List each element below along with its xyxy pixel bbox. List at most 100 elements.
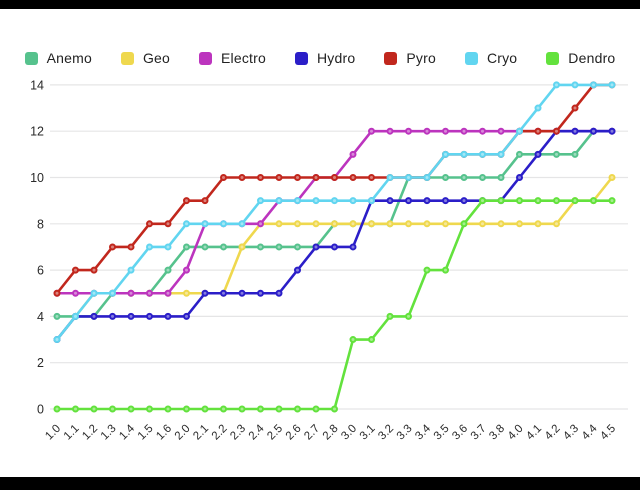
series-cryo-point-2.0 [183,220,190,228]
legend-swatch-pyro [384,51,398,65]
series-cryo-point-3.4 [423,174,431,181]
series-anemo-point-3.5 [442,174,449,181]
series-electro-point-3.7 [479,127,486,135]
series-dendro-point-3.2 [386,312,394,320]
letterbox-top [0,0,640,9]
x-axis-tick-3.6: 3.6 [450,423,470,443]
y-axis-tick-8: 8 [37,217,44,231]
legend-swatch-hydro [294,51,308,65]
series-cryo-point-4.0 [516,127,523,135]
series-dendro-point-2.0 [183,405,190,413]
series-dendro-point-1.5 [146,405,153,413]
series-cryo-point-1.2 [90,289,98,297]
series-cryo-point-4.1 [534,104,542,112]
series-electro-point-2.0 [183,266,190,274]
series-cryo-point-3.3 [405,174,412,181]
x-axis-tick-2.4: 2.4 [247,422,267,442]
series-dendro-point-1.6 [164,405,172,413]
series-cryo-point-2.7 [312,197,320,205]
legend-item-anemo[interactable]: Anemo [24,50,92,66]
series-pyro-point-1.0 [53,289,61,297]
series-anemo-point-2.2 [220,243,227,251]
series-cryo-line [55,83,614,341]
series-dendro-point-4.4 [590,197,597,205]
series-dendro-point-3.1 [368,336,375,344]
x-axis-tick-4.5: 4.5 [598,423,618,443]
series-cryo-point-4.4 [590,81,597,89]
legend-swatch-dendro [546,51,560,65]
x-axis-tick-1.4: 1.4 [117,422,137,442]
legend-item-pyro[interactable]: Pyro [384,50,436,66]
series-cryo-point-2.4 [257,197,264,205]
series-hydro-point-4.3 [571,127,579,135]
series-hydro-point-1.3 [109,312,116,320]
series-cryo-point-3.5 [442,150,449,158]
legend-item-geo[interactable]: Geo [120,50,170,66]
legend-item-electro[interactable]: Electro [199,50,266,66]
legend-label-hydro: Hydro [316,50,356,66]
x-axis-tick-2.6: 2.6 [284,423,304,443]
series-geo-point-2.3 [238,243,246,251]
x-axis-tick-4.2: 4.2 [543,423,563,443]
y-axis-tick-4: 4 [37,310,44,324]
series-pyro-point-1.4 [127,243,135,251]
x-axis-tick-4.3: 4.3 [561,423,581,443]
series-dendro-point-4.3 [571,197,579,205]
series-hydro-point-2.4 [257,289,264,297]
series-hydro-point-3.0 [349,243,357,251]
series-pyro-point-2.3 [238,174,246,181]
x-axis-tick-1.1: 1.1 [62,423,82,443]
series-anemo-point-2.1 [201,243,209,251]
series-pyro-point-1.5 [146,220,153,228]
y-axis-tick-14: 14 [30,78,44,92]
series-dendro-point-4.5 [608,197,616,205]
series-electro-point-3.8 [497,127,505,135]
series-dendro-point-2.5 [275,405,283,413]
series-dendro-point-2.7 [312,405,320,413]
series-dendro-point-3.8 [497,197,505,205]
x-axis-tick-2.3: 2.3 [228,423,248,443]
series-cryo-point-3.1 [368,197,375,205]
series-electro-point-1.6 [164,289,172,297]
series-anemo-point-1.0 [53,312,61,320]
series-hydro-point-2.5 [275,289,283,297]
legend-item-dendro[interactable]: Dendro [546,50,615,66]
series-hydro-point-2.3 [238,289,246,297]
series-geo-point-2.8 [331,220,338,228]
series-pyro-point-2.8 [331,174,338,181]
series-hydro-point-4.1 [534,150,542,158]
series-anemo-point-1.6 [164,266,172,274]
legend-swatch-anemo [24,51,38,65]
series-electro-point-3.3 [405,127,412,135]
series-cryo-point-3.2 [386,174,394,181]
series-electro-point-2.4 [257,220,264,228]
legend-swatch-cryo [464,51,478,65]
series-dendro-point-4.0 [516,197,523,205]
series-dendro-point-3.7 [479,197,486,205]
x-axis-tick-3.0: 3.0 [339,423,359,443]
series-anemo-point-3.6 [460,174,468,181]
series-dendro-point-1.2 [90,405,98,413]
series-anemo-point-4.0 [516,150,523,158]
series-hydro-point-2.7 [312,243,320,251]
series-geo-point-4.5 [608,174,616,181]
series-cryo-point-1.6 [164,243,172,251]
y-axis-tick-6: 6 [37,264,44,278]
x-axis-tick-4.4: 4.4 [580,422,600,442]
series-cryo-point-2.6 [294,197,301,205]
legend-swatch-geo [120,51,134,65]
legend-item-cryo[interactable]: Cryo [464,50,517,66]
x-axis-tick-1.0: 1.0 [43,423,63,443]
series-geo-point-3.4 [423,220,431,228]
series-pyro-point-2.7 [312,174,320,181]
series-cryo-point-4.2 [553,81,560,89]
series-hydro-point-3.3 [405,197,412,205]
series-cryo-point-3.7 [479,150,486,158]
series-hydro-point-2.0 [183,312,190,320]
series-geo-point-3.7 [479,220,486,228]
series-electro-point-1.4 [127,289,135,297]
series-pyro-point-3.1 [368,174,375,181]
x-axis-tick-3.2: 3.2 [376,423,396,443]
series-pyro-point-4.3 [571,104,579,112]
legend-item-hydro[interactable]: Hydro [294,50,356,66]
